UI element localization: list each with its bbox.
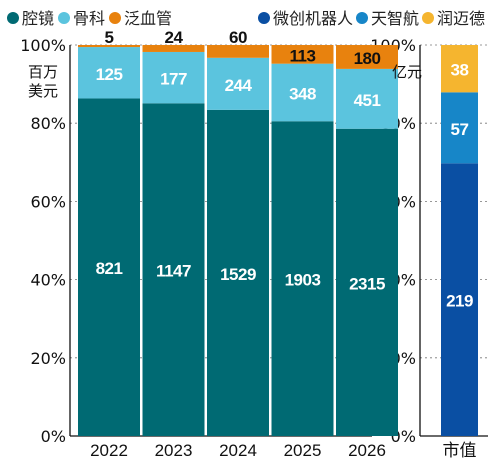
legend-label: 腔镜	[22, 9, 54, 28]
legend-label: 润迈德	[437, 9, 485, 28]
x-tick-label: 2026	[348, 441, 386, 460]
legend-label: 骨科	[73, 9, 105, 28]
data-label: 60	[229, 28, 247, 47]
legend-swatch-1	[58, 12, 70, 24]
x-tick-label: 市值	[443, 441, 477, 460]
left-unit-line2: 美元	[28, 82, 58, 100]
legend-swatch-2	[109, 12, 121, 24]
data-label: 219	[446, 292, 473, 311]
x-tick-label: 2025	[284, 441, 322, 460]
bar-segment	[336, 45, 398, 69]
legend-label: 天智航	[371, 9, 419, 28]
x-tick-label: 2022	[90, 441, 128, 460]
y-tick-label-left: 40%	[30, 271, 66, 290]
legend-swatch-2	[422, 12, 434, 24]
x-tick-label: 2024	[219, 441, 257, 460]
bar-segment	[78, 45, 140, 48]
bar-segment	[441, 45, 478, 93]
right-unit: 亿元	[392, 63, 422, 81]
bar-segment	[78, 98, 140, 436]
data-label: 244	[225, 76, 253, 95]
bar-segment	[207, 109, 269, 436]
y-tick-label-left: 0%	[41, 427, 66, 446]
bar-segment	[441, 163, 478, 436]
bar-segment	[336, 68, 398, 129]
y-tick-label-left: 20%	[30, 349, 66, 368]
data-label: 24	[165, 28, 184, 47]
legend-label: 微创机器人	[273, 9, 353, 28]
data-label: 113	[290, 46, 316, 65]
y-tick-label-left: 60%	[30, 192, 66, 211]
bar-segment	[207, 57, 269, 110]
bar-segment	[142, 45, 205, 52]
data-label: 180	[354, 49, 381, 68]
x-tick-label: 2023	[155, 441, 193, 460]
bar-segment	[336, 128, 398, 436]
data-label: 1529	[220, 265, 256, 284]
legend-swatch-0	[258, 12, 270, 24]
bar-segment	[271, 121, 334, 437]
data-label: 348	[289, 84, 316, 103]
data-label: 5	[105, 28, 114, 47]
data-label: 2315	[349, 274, 385, 293]
y-tick-label-left: 80%	[30, 114, 66, 133]
data-label: 821	[96, 259, 123, 278]
legend-swatch-1	[356, 12, 368, 24]
legend: 腔镜 骨科 泛血管 微创机器人 天智航 润迈德	[7, 9, 485, 28]
legend-label: 泛血管	[124, 9, 172, 28]
data-label: 38	[451, 61, 469, 80]
data-label: 451	[354, 91, 381, 110]
bar-segment	[142, 51, 205, 104]
data-label: 125	[96, 65, 123, 84]
data-label: 1147	[156, 262, 191, 281]
left-unit-line1: 百万	[28, 63, 58, 81]
bar-segment	[441, 92, 478, 164]
bar-segment	[142, 103, 205, 436]
bar-segment	[78, 47, 140, 99]
data-label: 177	[160, 70, 187, 89]
data-label: 57	[451, 120, 469, 139]
y-tick-label-left: 100%	[20, 36, 66, 55]
legend-swatch-0	[7, 12, 19, 24]
bar-segment	[271, 63, 334, 122]
bars: 821 125 5 2022 1147 177 24 2023 1529 244 60 2024 190…	[78, 28, 478, 460]
data-label: 1903	[285, 271, 321, 290]
bar-segment	[207, 45, 269, 58]
bar-segment	[271, 45, 334, 64]
